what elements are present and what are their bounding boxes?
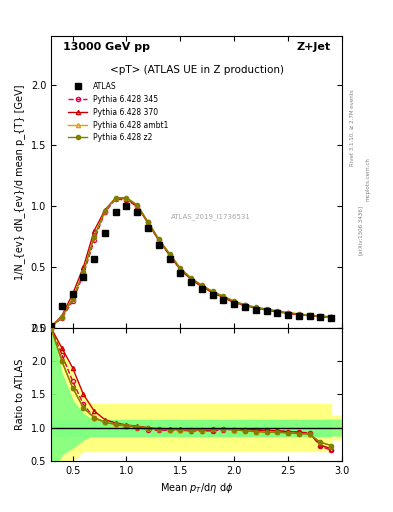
Text: ATLAS_2019_I1736531: ATLAS_2019_I1736531 [171, 214, 251, 220]
Text: Rivet 3.1.10, ≥ 2.7M events: Rivet 3.1.10, ≥ 2.7M events [350, 90, 355, 166]
Text: [arXiv:1306.3436]: [arXiv:1306.3436] [358, 205, 363, 255]
Text: 13000 GeV pp: 13000 GeV pp [63, 41, 150, 52]
Y-axis label: Ratio to ATLAS: Ratio to ATLAS [15, 359, 25, 430]
Legend: ATLAS, Pythia 6.428 345, Pythia 6.428 370, Pythia 6.428 ambt1, Pythia 6.428 z2: ATLAS, Pythia 6.428 345, Pythia 6.428 37… [66, 80, 170, 144]
Text: Z+Jet: Z+Jet [296, 41, 330, 52]
X-axis label: Mean $p_T$/d$\eta$ d$\phi$: Mean $p_T$/d$\eta$ d$\phi$ [160, 481, 233, 495]
Y-axis label: 1/N_{ev} dN_{ev}/d mean p_{T} [GeV]: 1/N_{ev} dN_{ev}/d mean p_{T} [GeV] [15, 84, 25, 280]
Text: mcplots.cern.ch: mcplots.cern.ch [365, 157, 371, 201]
Text: <pT> (ATLAS UE in Z production): <pT> (ATLAS UE in Z production) [110, 65, 283, 75]
